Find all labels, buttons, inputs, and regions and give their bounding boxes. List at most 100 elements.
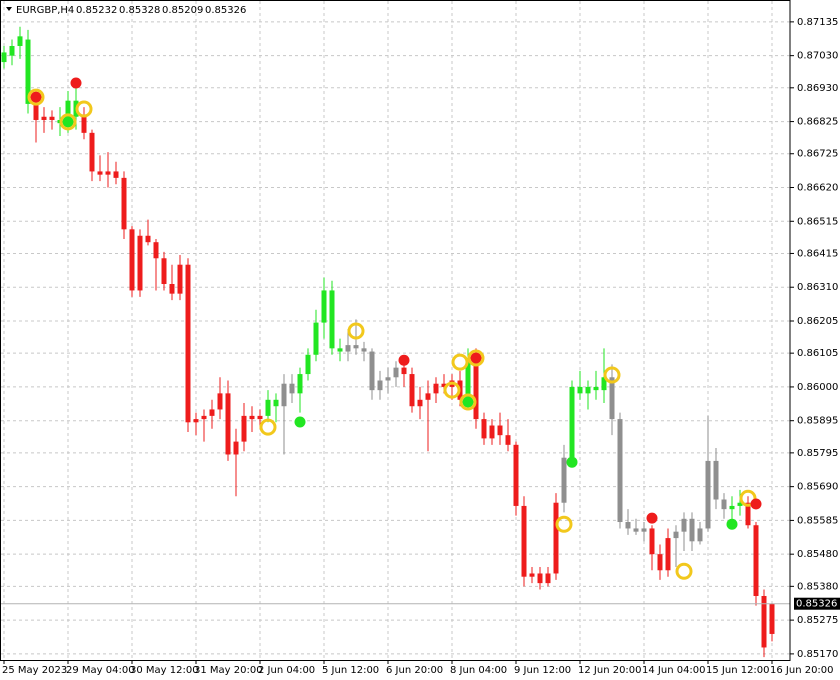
- candle-body: [745, 502, 751, 526]
- candle-body: [465, 361, 471, 400]
- candle-body: [33, 103, 39, 120]
- signal-dot: [646, 512, 658, 524]
- current-price-box: [794, 597, 840, 610]
- candle-body: [633, 528, 639, 532]
- candle-body: [289, 383, 295, 394]
- candle-body: [641, 528, 647, 532]
- candle-body: [625, 522, 631, 529]
- x-tick-label: 15 Jun 12:00: [706, 665, 770, 676]
- candle-body: [217, 393, 223, 410]
- y-tick-label: 0.85275: [797, 615, 838, 626]
- candle-body: [241, 415, 247, 442]
- candle-body: [729, 505, 735, 510]
- y-tick-label: 0.86725: [797, 149, 838, 160]
- candle-body: [441, 383, 447, 387]
- candle-body: [665, 538, 671, 571]
- y-tick-label: 0.85170: [797, 649, 838, 660]
- candle-body: [161, 258, 167, 285]
- y-tick-label: 0.86825: [797, 117, 838, 128]
- candle-body: [577, 386, 583, 394]
- signal-ring: [459, 393, 477, 411]
- y-tick-label: 0.86620: [797, 183, 838, 194]
- signal-dot: [462, 396, 474, 408]
- candle-body: [249, 415, 255, 420]
- candle-body: [753, 525, 759, 596]
- header-high: 0.85328: [119, 5, 160, 16]
- candle-body: [609, 377, 615, 420]
- signal-ring: [467, 349, 485, 367]
- candle-body: [689, 518, 695, 542]
- x-tick-label: 6 Jun 20:00: [386, 665, 443, 676]
- signal-ring: [59, 113, 77, 131]
- y-tick-label: 0.86930: [797, 83, 838, 94]
- candle-body: [305, 354, 311, 375]
- x-tick-label: 31 May 20:00: [194, 665, 263, 676]
- candle-body: [537, 573, 543, 584]
- candle-body: [209, 409, 215, 416]
- y-tick-label: 0.85380: [797, 581, 838, 592]
- header-low: 0.85209: [162, 5, 203, 16]
- candle-body: [145, 235, 151, 243]
- candle-body: [25, 39, 31, 104]
- menu-triangle: [6, 7, 12, 11]
- candle-body: [113, 171, 119, 178]
- current-price-label: 0.85326: [796, 599, 837, 610]
- candle-body: [673, 531, 679, 539]
- candle-body: [425, 393, 431, 400]
- candle-body: [9, 45, 15, 56]
- candle-body: [433, 383, 439, 394]
- candle-body: [697, 528, 703, 542]
- candle-body: [481, 419, 487, 439]
- y-tick-label: 0.85895: [797, 416, 838, 427]
- candle-body: [201, 415, 207, 420]
- candle-body: [505, 435, 511, 445]
- candle-body: [737, 502, 743, 506]
- y-tick-label: 0.86205: [797, 316, 838, 327]
- y-tick-label: 0.85795: [797, 448, 838, 459]
- x-tick-label: 5 Jun 12:00: [322, 665, 379, 676]
- candle-body: [545, 573, 551, 584]
- signal-dot: [62, 116, 74, 128]
- candle-body: [97, 171, 103, 175]
- candle-body: [65, 100, 71, 124]
- candle-body: [81, 116, 87, 133]
- candle-body: [585, 386, 591, 394]
- candle-body: [137, 235, 143, 291]
- signal-ring: [603, 366, 621, 384]
- x-tick-label: 9 Jun 12:00: [514, 665, 571, 676]
- candle-body: [657, 554, 663, 571]
- signal-dot: [294, 416, 306, 428]
- signal-ring: [675, 562, 693, 580]
- header-close: 0.85326: [205, 5, 246, 16]
- header-open: 0.85232: [76, 5, 117, 16]
- candle-body: [521, 505, 527, 577]
- candle-body: [553, 502, 559, 574]
- y-tick-label: 0.86415: [797, 248, 838, 259]
- candle-body: [601, 377, 607, 391]
- signal-dot: [70, 77, 82, 89]
- candle-body: [561, 457, 567, 503]
- y-tick-label: 0.85585: [797, 515, 838, 526]
- candle-body: [529, 573, 535, 577]
- candle-body: [681, 518, 687, 532]
- y-tick-label: 0.86105: [797, 348, 838, 359]
- signal-ring: [555, 515, 573, 533]
- candle-body: [721, 499, 727, 510]
- signal-ring: [27, 88, 45, 106]
- y-tick-label: 0.86515: [797, 216, 838, 227]
- candle-body: [489, 425, 495, 439]
- candle-body: [193, 419, 199, 423]
- signal-dot: [470, 352, 482, 364]
- candle-body: [513, 444, 519, 506]
- candle-body: [361, 348, 367, 352]
- marks: [1, 26, 790, 658]
- y-tick-label: 0.87030: [797, 51, 838, 62]
- candle-body: [129, 229, 135, 291]
- x-tick-label: 12 Jun 20:00: [578, 665, 642, 676]
- candle-body: [105, 171, 111, 175]
- candle-body: [377, 380, 383, 391]
- candle-body: [297, 374, 303, 394]
